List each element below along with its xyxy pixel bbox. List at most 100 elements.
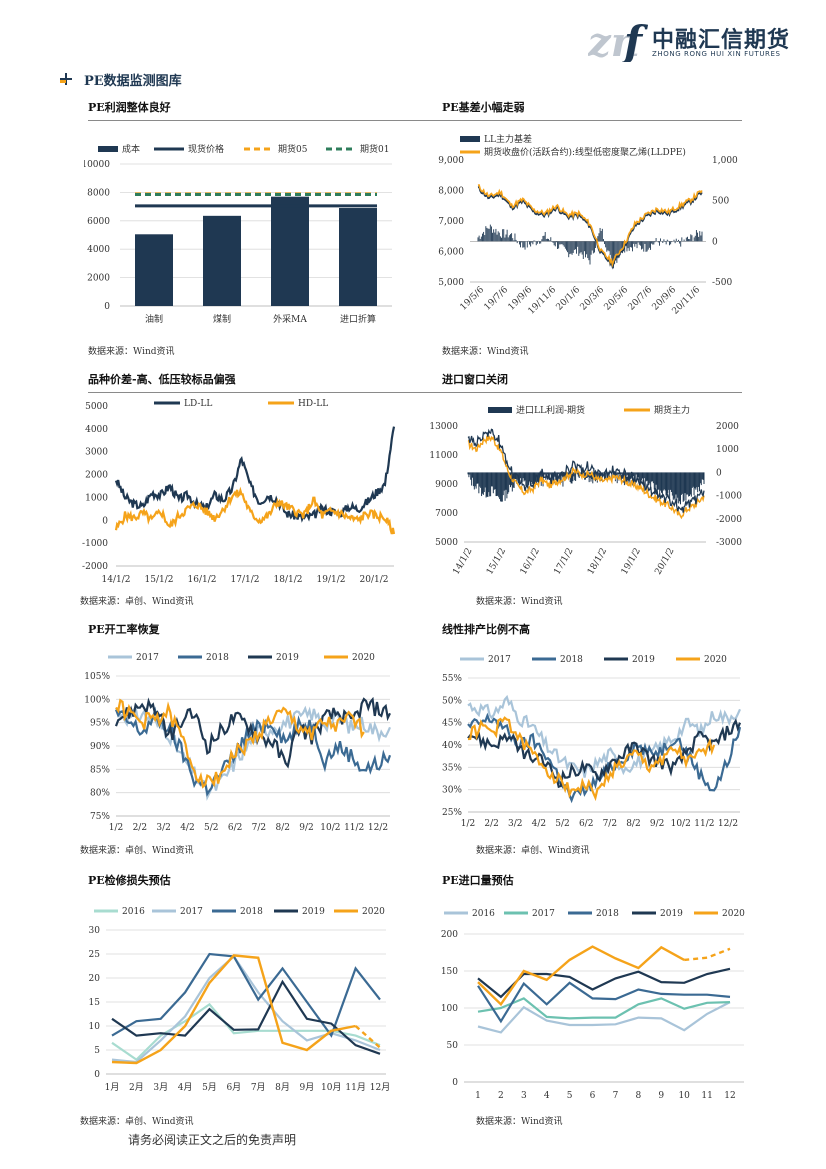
- section-bullet-icon: [60, 73, 72, 85]
- x-tick-label: 6/2: [228, 823, 242, 833]
- y-tick-label: 9000: [435, 480, 458, 490]
- x-tick-label: 7/2: [252, 823, 266, 833]
- y-tick-label: -1000: [716, 492, 742, 502]
- y-tick-label: 200: [441, 930, 458, 940]
- y-tick-label: 7,000: [438, 217, 464, 227]
- y-tick-label: 25%: [442, 808, 462, 818]
- x-tick-label: 2: [498, 1091, 504, 1101]
- x-tick-label: 1/2: [109, 823, 123, 833]
- svg-text:f: f: [621, 18, 648, 62]
- line-series-2017: [477, 997, 731, 1020]
- legend-label: 2016: [122, 907, 145, 917]
- x-tick-label: 14/1/2: [102, 575, 131, 585]
- chart-source: 数据来源：Wind资讯: [476, 597, 563, 607]
- chart-title-import-window: 进口窗口关闭: [442, 373, 508, 386]
- legend-label: 2017: [136, 653, 159, 663]
- y-tick-label: 6,000: [438, 248, 464, 258]
- x-tick-label: 12/2: [368, 823, 388, 833]
- y-tick-label: 85%: [90, 765, 110, 775]
- legend-swatch: [98, 146, 118, 152]
- y-tick-label: 10000: [84, 160, 110, 170]
- y-tick-label: 0: [716, 468, 722, 478]
- x-tick-label: 4: [544, 1091, 550, 1101]
- y-tick-label: 4000: [85, 425, 108, 435]
- y-tick-label: 1,000: [712, 156, 738, 166]
- y-tick-label: 8,000: [438, 187, 464, 197]
- line-series-2016: [477, 1001, 731, 1034]
- y-tick-label: 0: [712, 237, 718, 247]
- legend-label: 进口LL利润-期货: [516, 404, 585, 416]
- legend-label: 期货01: [360, 143, 389, 155]
- y-tick-label: -500: [712, 278, 732, 288]
- x-tick-label: 19/1/2: [317, 575, 346, 585]
- chart-maintenance-loss: 0 5 10 15 20 25 30 2016 2017 2018 2019 2020 1月 2月 3月 4月…: [89, 907, 391, 1093]
- legend-label: 2019: [632, 655, 655, 665]
- legend-label: 2017: [488, 655, 511, 665]
- x-tick-label: 6: [590, 1091, 596, 1101]
- chart-source: 数据来源：Wind资讯: [88, 347, 175, 357]
- line-price-shadow: [477, 186, 703, 270]
- x-tick-label: 8: [635, 1091, 641, 1101]
- x-tick-label: 3/2: [508, 819, 522, 829]
- y-tick-label: 0: [104, 302, 110, 312]
- x-tick-label: 3: [521, 1091, 527, 1101]
- legend-label: LD-LL: [184, 399, 212, 409]
- disclaimer-text: 请务必阅读正文之后的免责声明: [128, 1133, 297, 1147]
- y-tick-label: 7000: [435, 509, 458, 519]
- chart-source: 数据来源：卓创、Wind资讯: [80, 1117, 194, 1127]
- chart-title-maintenance-loss: PE检修损失预估: [88, 874, 171, 887]
- x-tick-label: 15/1/2: [145, 575, 174, 585]
- x-tick-label: 11: [701, 1091, 712, 1101]
- x-tick-label: 9/2: [299, 823, 313, 833]
- x-tick-label: 7: [613, 1091, 619, 1101]
- x-tick-label: 9: [658, 1091, 664, 1101]
- x-tick-label: 12月: [370, 1082, 390, 1093]
- x-tick-label: 5月: [202, 1082, 217, 1093]
- line-series-2020: [477, 945, 685, 1007]
- y-tick-label: 105%: [84, 672, 110, 682]
- legend-label: 2020: [362, 907, 385, 917]
- x-tick-label: 8月: [275, 1082, 290, 1093]
- x-tick-label: 19/5/6: [459, 285, 487, 313]
- y-tick-label: 35%: [442, 763, 462, 773]
- x-tick-label: 2/2: [133, 823, 147, 833]
- y-tick-label: -3000: [716, 538, 742, 548]
- y-tick-label: 0: [102, 516, 108, 526]
- x-tick-label: 11/2: [694, 819, 714, 829]
- y-tick-label: 40%: [442, 741, 462, 751]
- y-tick-label: 50: [447, 1041, 459, 1051]
- divider: [88, 392, 742, 393]
- y-tick-label: 30%: [442, 786, 462, 796]
- x-tick-label: 8/2: [275, 823, 289, 833]
- x-tick-label: 18/1/2: [274, 575, 303, 585]
- x-tick-label: 4/2: [532, 819, 546, 829]
- x-tick-label: 4月: [178, 1082, 193, 1093]
- x-tick-label: 油制: [145, 313, 163, 325]
- legend-label: 2020: [352, 653, 375, 663]
- chart-source: 数据来源：Wind资讯: [476, 1117, 563, 1127]
- y-tick-label: 10: [89, 1022, 101, 1032]
- line-series-2018: [111, 952, 381, 1038]
- legend-label: HD-LL: [298, 399, 328, 409]
- y-tick-label: 5000: [85, 402, 108, 412]
- chart-title-linear-ratio: 线性排产比例不高: [442, 623, 530, 636]
- x-tick-label: 1/2: [461, 819, 475, 829]
- x-tick-label: 17/1/2: [231, 575, 260, 585]
- x-tick-label: 1: [475, 1091, 481, 1101]
- legend-label: 2020: [704, 655, 727, 665]
- legend-label: 期货05: [278, 143, 308, 155]
- x-tick-label: 20/7/6: [627, 285, 655, 313]
- line-series-2020-forecast: [354, 1025, 381, 1049]
- chart-variety-spread: -2000 -1000 0 1000 2000 3000 4000 5000 14/1/2 15/…: [82, 399, 396, 585]
- line-series-2018: [477, 981, 731, 1024]
- chart-source: 数据来源：卓创、Wind资讯: [476, 846, 590, 856]
- x-tick-label: 14/1/2: [451, 547, 474, 577]
- x-tick-label: 9月: [300, 1082, 315, 1093]
- x-tick-label: 10: [678, 1091, 690, 1101]
- legend-label: 2017: [532, 909, 555, 919]
- company-logo-mark: zn f: [588, 18, 648, 62]
- x-tick-label: 16/1/2: [519, 547, 542, 577]
- legend-label: 期货主力: [654, 404, 690, 416]
- y-tick-label: -1000: [82, 539, 108, 549]
